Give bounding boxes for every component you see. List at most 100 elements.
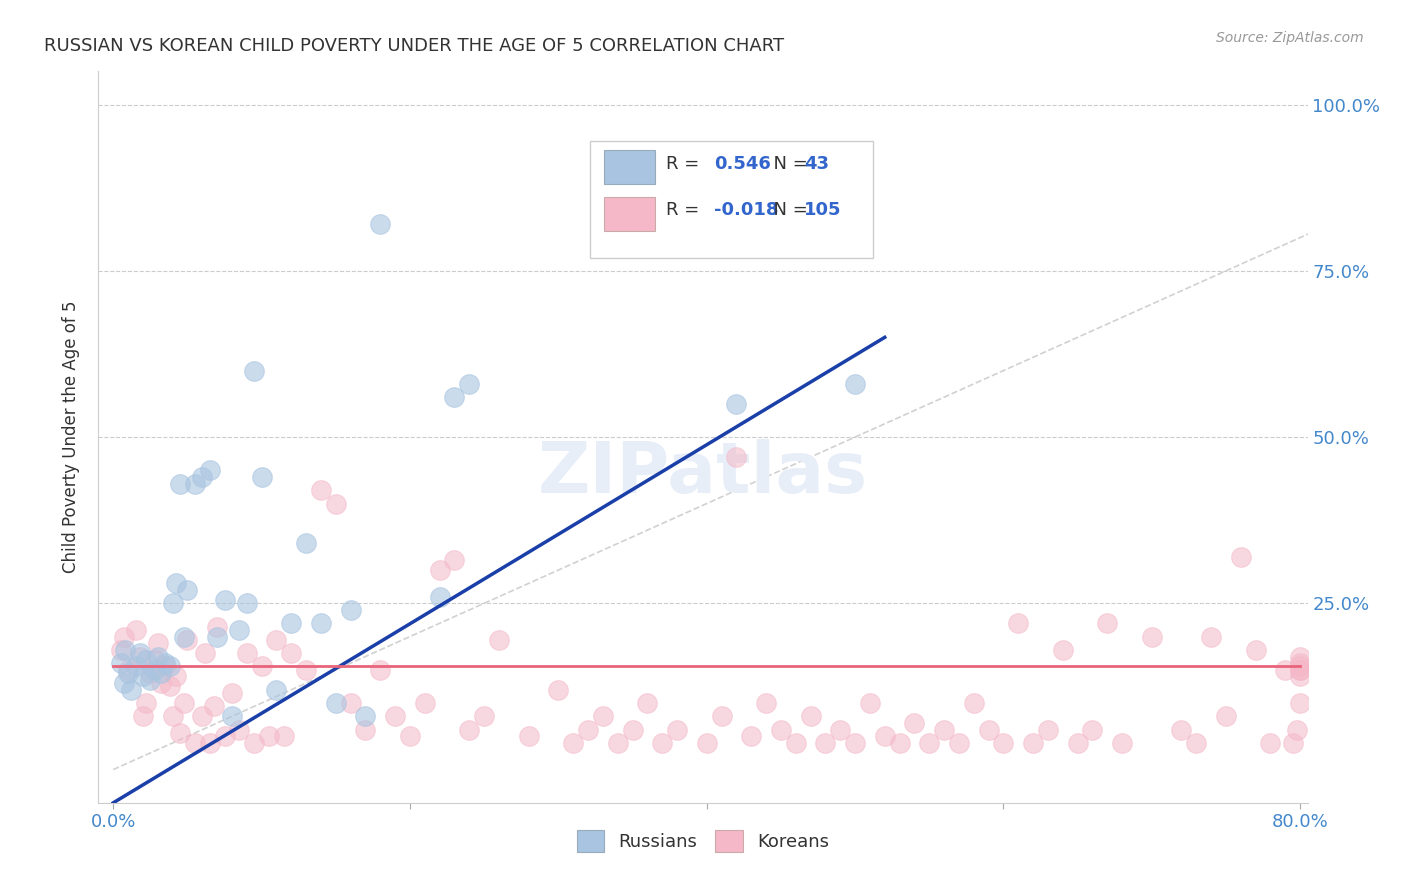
Point xyxy=(309,616,332,631)
Point xyxy=(1215,709,1237,723)
Point xyxy=(146,649,169,664)
Point xyxy=(1170,723,1192,737)
Point xyxy=(176,582,198,597)
Point xyxy=(135,696,157,710)
Point xyxy=(844,736,866,750)
Point xyxy=(266,682,288,697)
Point xyxy=(139,673,162,687)
Point xyxy=(1007,616,1029,631)
Point xyxy=(1199,630,1222,644)
Point xyxy=(830,723,852,737)
Point xyxy=(993,736,1015,750)
Point xyxy=(228,723,250,737)
Point xyxy=(1185,736,1208,750)
Text: 105: 105 xyxy=(804,202,842,219)
Point xyxy=(443,390,465,404)
Point xyxy=(859,696,882,710)
Point xyxy=(295,536,318,550)
Point xyxy=(176,632,198,647)
Point xyxy=(873,729,896,743)
Point xyxy=(547,682,569,697)
Point xyxy=(173,630,195,644)
Point xyxy=(149,676,172,690)
Point xyxy=(129,646,152,660)
Point xyxy=(117,663,139,677)
Point xyxy=(517,729,540,743)
Point xyxy=(243,363,266,377)
Point xyxy=(169,476,191,491)
Text: R =: R = xyxy=(666,155,706,173)
Point xyxy=(1281,736,1303,750)
Point xyxy=(221,686,243,700)
Point xyxy=(124,659,146,673)
Point xyxy=(889,736,911,750)
Point xyxy=(472,709,495,723)
Point xyxy=(368,663,391,677)
Point xyxy=(280,646,302,660)
Point xyxy=(1260,736,1282,750)
Point xyxy=(205,630,228,644)
Point xyxy=(977,723,1000,737)
Text: 43: 43 xyxy=(804,155,830,173)
Point xyxy=(165,576,187,591)
Point xyxy=(1289,649,1312,664)
Point xyxy=(399,729,422,743)
Point xyxy=(153,659,176,673)
Point xyxy=(169,726,191,740)
Point xyxy=(117,666,139,681)
Point xyxy=(198,736,221,750)
Point xyxy=(368,217,391,231)
Point xyxy=(576,723,599,737)
Text: -0.018: -0.018 xyxy=(714,202,779,219)
Point xyxy=(814,736,837,750)
Legend: Russians, Koreans: Russians, Koreans xyxy=(569,823,837,860)
Point xyxy=(325,497,347,511)
Point xyxy=(280,616,302,631)
Point xyxy=(1097,616,1119,631)
Point xyxy=(1289,663,1312,677)
Point xyxy=(562,736,585,750)
Point xyxy=(1289,696,1312,710)
Point xyxy=(194,646,217,660)
Point xyxy=(1140,630,1163,644)
Point xyxy=(153,656,176,670)
Point xyxy=(932,723,955,737)
Point xyxy=(132,669,155,683)
Point xyxy=(339,603,361,617)
Point xyxy=(1289,659,1312,673)
Point xyxy=(1081,723,1104,737)
Point xyxy=(149,666,172,681)
Point xyxy=(1286,723,1309,737)
Point xyxy=(384,709,406,723)
Point xyxy=(273,729,295,743)
Point xyxy=(666,723,689,737)
Point xyxy=(191,470,214,484)
Point xyxy=(354,723,377,737)
Point xyxy=(112,676,135,690)
Point xyxy=(606,736,628,750)
Point xyxy=(129,649,152,664)
Point xyxy=(1274,663,1296,677)
Point xyxy=(592,709,614,723)
Text: ZIPatlas: ZIPatlas xyxy=(538,439,868,508)
Point xyxy=(309,483,332,498)
Point xyxy=(184,476,207,491)
Point xyxy=(295,663,318,677)
Point xyxy=(250,470,273,484)
Point xyxy=(903,716,925,731)
Point xyxy=(1289,663,1312,677)
Point xyxy=(1289,669,1312,683)
Point xyxy=(173,696,195,710)
Point xyxy=(785,736,807,750)
Point xyxy=(651,736,673,750)
Point xyxy=(112,630,135,644)
Point xyxy=(243,736,266,750)
Point xyxy=(1022,736,1045,750)
Point xyxy=(202,699,225,714)
Point xyxy=(143,653,166,667)
Point xyxy=(236,646,259,660)
Text: N =: N = xyxy=(762,155,813,173)
Point xyxy=(740,729,762,743)
Point xyxy=(948,736,970,750)
Point xyxy=(636,696,658,710)
